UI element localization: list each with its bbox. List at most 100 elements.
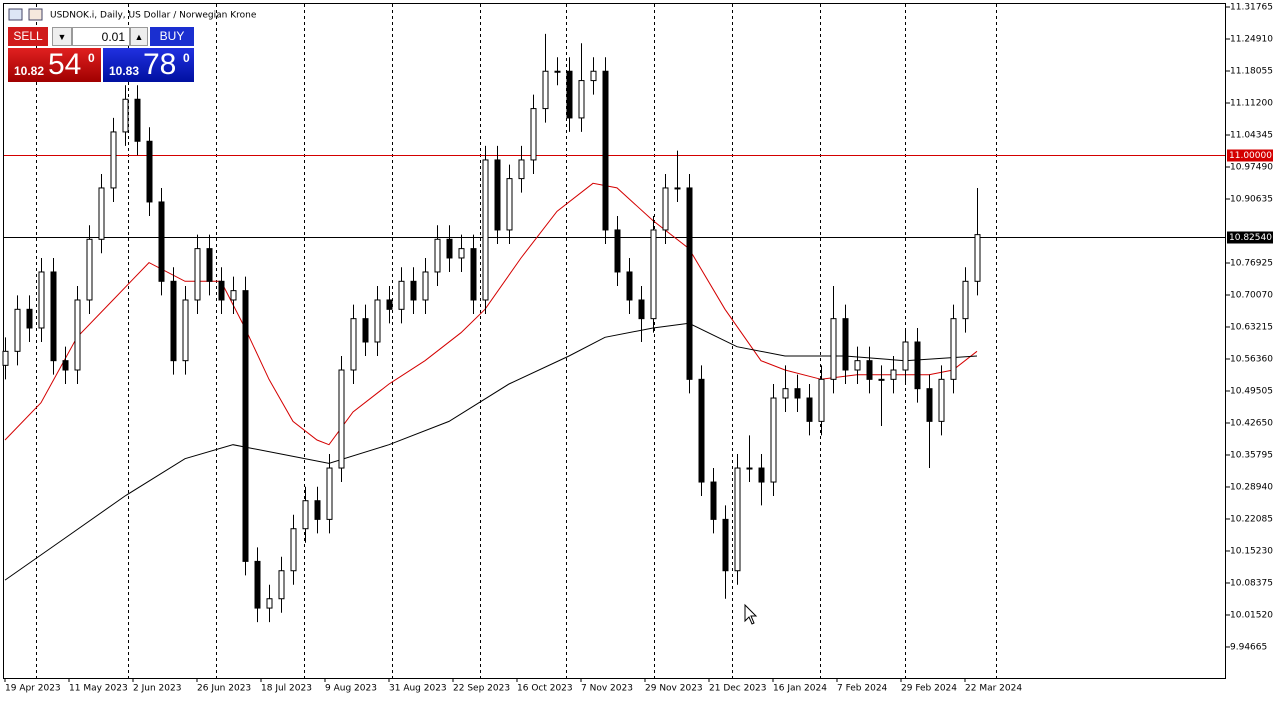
x-tick-label: 11 May 2023	[69, 684, 128, 694]
candle-body	[866, 360, 873, 380]
candle-body	[782, 388, 789, 399]
candle-body	[2, 350, 9, 366]
chart-title: USDNOK.i, Daily, US Dollar / Norwegian K…	[50, 11, 257, 21]
x-tick-label: 19 Apr 2023	[5, 684, 61, 694]
candle-body	[98, 187, 105, 240]
sell-price[interactable]: 10.82 54 0	[8, 48, 101, 82]
candle-body	[686, 187, 693, 380]
candle-body	[614, 229, 621, 273]
buy-button[interactable]: BUY	[150, 27, 194, 46]
candle-body	[902, 341, 909, 371]
candle-body	[578, 80, 585, 119]
candle-body	[314, 500, 321, 520]
candle-body	[566, 70, 573, 119]
candle-body	[206, 248, 213, 282]
volume-down[interactable]: ▼	[52, 27, 72, 46]
x-tick-label: 7 Feb 2024	[837, 684, 888, 694]
y-tick-label: 10.76925	[1230, 258, 1273, 268]
candle-body	[506, 178, 513, 231]
candle-body	[770, 397, 777, 483]
candle-body	[938, 378, 945, 422]
candle-body	[650, 229, 657, 320]
candle-body	[218, 280, 225, 301]
candle-body	[698, 378, 705, 483]
y-tick-label: 11.04345	[1230, 130, 1273, 140]
plot-frame	[3, 3, 1226, 679]
candle-body	[494, 159, 501, 231]
price-level-label: 10.82540	[1229, 233, 1272, 243]
x-tick-label: 22 Mar 2024	[965, 684, 1022, 694]
period-separators	[36, 4, 997, 678]
candle-body	[110, 131, 117, 189]
candle-body	[290, 528, 297, 572]
candle-body	[878, 378, 885, 381]
buy-price[interactable]: 10.83 78 0	[103, 48, 194, 82]
candle-body	[374, 299, 381, 343]
candle-body	[674, 187, 681, 190]
candle-body	[182, 299, 189, 362]
volume-up[interactable]: ▲	[130, 27, 148, 46]
x-tick-label: 29 Feb 2024	[901, 684, 957, 694]
candle-body	[122, 98, 129, 133]
header-icons	[8, 8, 43, 21]
candle-body	[326, 467, 333, 520]
plot: 11.31765 11.24910 11.18055 11.11200 11.04345…	[2, 2, 1273, 694]
x-tick-label: 22 Sep 2023	[453, 684, 510, 694]
candle-body	[38, 271, 45, 329]
candle-body	[302, 500, 309, 530]
candle-body	[806, 397, 813, 422]
candle-body	[926, 388, 933, 422]
y-tick-label: 9.94665	[1230, 642, 1267, 652]
candle-body	[818, 378, 825, 422]
y-tick-label: 11.24910	[1230, 34, 1273, 44]
candle-body	[842, 318, 849, 371]
price-big: 78	[143, 48, 177, 81]
candle-body	[86, 238, 93, 301]
x-tick-label: 9 Aug 2023	[325, 684, 377, 694]
candle-body	[350, 318, 357, 371]
candle-body	[914, 341, 921, 390]
y-tick-label: 10.42650	[1230, 418, 1273, 428]
price-level-tag	[1227, 231, 1273, 244]
candle-body	[542, 70, 549, 110]
y-tick-label: 10.01520	[1230, 610, 1273, 620]
icon	[8, 8, 23, 21]
candle-body	[830, 318, 837, 380]
price-main: 10.83	[109, 64, 140, 78]
moving-average	[4, 322, 978, 581]
candle-body	[158, 201, 165, 282]
candle-body	[710, 481, 717, 520]
candle-body	[626, 271, 633, 301]
y-tick-label: 10.56360	[1230, 354, 1273, 364]
candle-body	[62, 360, 69, 371]
candle-body	[398, 280, 405, 310]
candle-body	[854, 360, 861, 371]
sell-button[interactable]: SELL	[8, 27, 48, 46]
y-tick-label: 10.70070	[1230, 290, 1273, 300]
candle-body	[950, 318, 957, 380]
candle-body	[758, 467, 765, 483]
candle-body	[242, 290, 249, 562]
x-tick-label: 26 Jun 2023	[197, 684, 251, 694]
candle-body	[590, 70, 597, 82]
price-level-label: 11.00000	[1229, 151, 1272, 161]
candle-body	[890, 369, 897, 380]
candle-body	[338, 369, 345, 469]
candle-body	[458, 248, 465, 259]
candle-body	[14, 308, 21, 352]
moving-average	[4, 182, 978, 446]
candle-body	[278, 570, 285, 600]
candle-body	[410, 280, 417, 301]
candle-body	[170, 280, 177, 362]
volume-input[interactable]: 0.01	[72, 27, 130, 46]
candle-body	[266, 598, 273, 609]
x-tick-label: 29 Nov 2023	[645, 684, 703, 694]
candle-body	[602, 70, 609, 231]
candle-body	[734, 467, 741, 572]
x-tick-label: 7 Nov 2023	[581, 684, 633, 694]
candle-body	[422, 271, 429, 301]
candle-body	[194, 248, 201, 301]
mouse-cursor	[744, 603, 758, 625]
